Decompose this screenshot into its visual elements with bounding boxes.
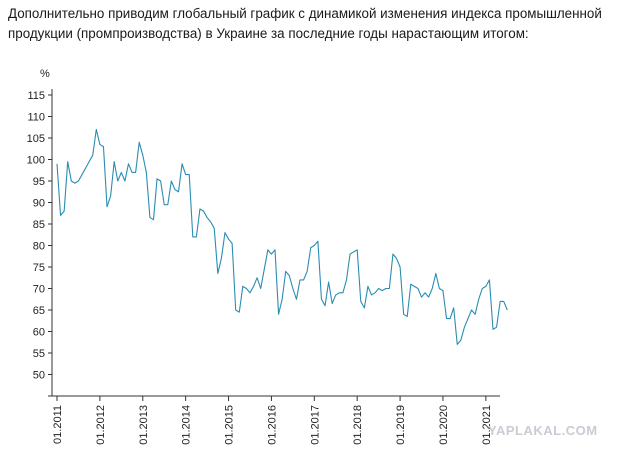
watermark-logo: YAPLAKAL.COM [488,423,598,438]
x-tick-label: 01.2015 [224,405,236,445]
y-tick-label: 50 [33,370,45,382]
y-tick-label: 75 [33,262,45,274]
x-tick-label: 01.2011 [52,405,64,444]
y-axis: 50 55 60 65 70 75 80 85 90 95 100 105 110 115 [27,89,53,397]
x-tick-label: 01.2012 [95,405,107,445]
y-axis-unit-label: % [40,68,50,80]
y-tick-label: 100 [27,155,45,167]
intro-paragraph: Дополнительно приводим глобальный график… [8,6,602,41]
y-tick-label: 110 [27,112,45,124]
series-group [56,128,508,345]
x-tick-label: 01.2017 [309,405,321,445]
x-tick-label: 01.2014 [181,405,193,445]
x-tick-label: 01.2018 [352,405,364,445]
x-axis: 01.2011 01.2012 01.2013 01.2014 01.2015 01.20… [52,395,500,445]
y-tick-label: 55 [33,348,45,360]
x-tick-label: 01.2013 [138,405,150,445]
x-tick-label: 01.2021 [481,405,493,445]
y-tick-label: 105 [27,133,45,145]
x-tick-label: 01.2020 [438,405,450,445]
y-tick-label: 90 [33,198,45,210]
series-line [56,128,508,345]
y-tick-label: 85 [33,219,45,231]
y-tick-label: 95 [33,176,45,188]
x-tick-label: 01.2016 [266,405,278,445]
y-tick-label: 65 [33,305,45,317]
y-tick-label: 115 [27,90,45,102]
line-chart: 50 55 60 65 70 75 80 85 90 95 100 105 110 115 01.2011… [0,60,640,460]
y-tick-label: 80 [33,241,45,253]
chart-canvas: 50 55 60 65 70 75 80 85 90 95 100 105 110 115 01.2011… [27,68,508,445]
y-tick-label: 70 [33,284,45,296]
y-tick-label: 60 [33,327,45,339]
x-tick-label: 01.2019 [395,405,407,445]
